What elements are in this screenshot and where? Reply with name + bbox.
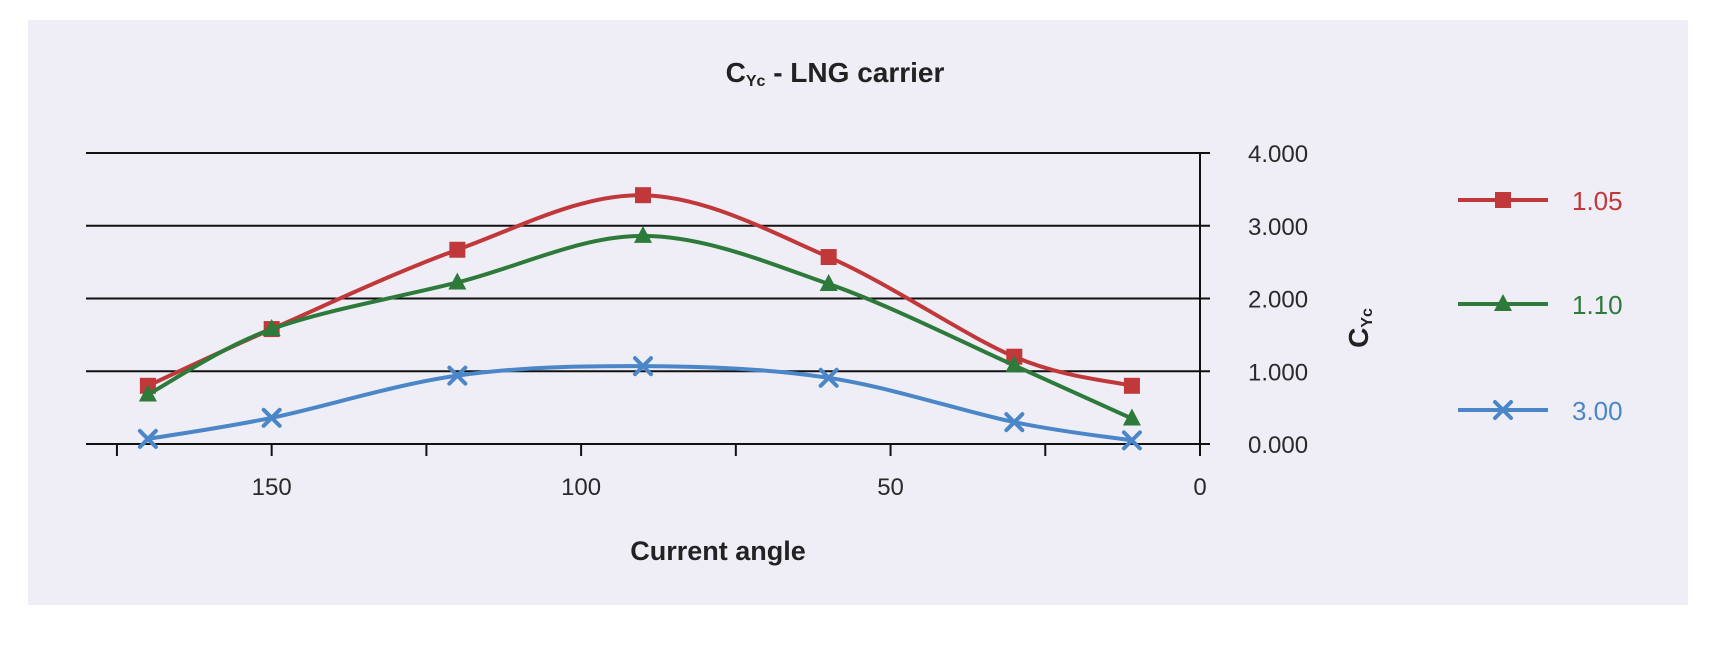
y-tick-label: 1.000 (1248, 359, 1308, 386)
y-tick-label: 3.000 (1248, 214, 1308, 241)
series-line (146, 233, 1133, 421)
x-tick-label: 0 (1193, 474, 1206, 501)
data-point (819, 273, 838, 291)
legend-entry: 1.05 (1458, 186, 1623, 216)
series-line (147, 364, 1133, 443)
x-axis-title: Current angle (630, 536, 806, 566)
data-point (818, 367, 839, 388)
data-point (137, 428, 158, 449)
y-tick-label: 4.000 (1248, 141, 1308, 168)
data-point (634, 225, 652, 243)
data-point (1121, 430, 1142, 451)
data-point (1122, 408, 1141, 426)
data-point (138, 384, 157, 402)
legend-marker (1493, 400, 1513, 420)
y-tick-label: 0.000 (1248, 432, 1308, 459)
legend-entry: 1.10 (1458, 290, 1623, 320)
chart-title: CYc - LNG carrier (726, 57, 945, 90)
data-point (820, 249, 837, 266)
series-group (137, 187, 1142, 451)
legend-marker (1494, 294, 1512, 311)
series-1.10 (138, 225, 1141, 426)
data-point (449, 241, 466, 258)
legend-label: 1.05 (1572, 186, 1623, 216)
axes (86, 152, 1210, 456)
y-axis-title: CYc (1343, 308, 1376, 348)
data-point (1005, 355, 1024, 373)
data-point (635, 187, 651, 204)
data-point (261, 407, 282, 428)
x-tick-label: 100 (561, 474, 601, 501)
series-3.00 (137, 356, 1142, 451)
y-tick-label: 2.000 (1248, 287, 1308, 314)
legend: 1.05 1.10 3.00 (1458, 186, 1623, 426)
tick-labels: 0.000 1.000 2.000 3.000 4.000 150 100 50 0 (252, 141, 1308, 501)
x-tick-label: 150 (252, 474, 292, 501)
legend-label: 1.10 (1572, 290, 1623, 320)
legend-label: 3.00 (1572, 396, 1623, 426)
data-point (1004, 412, 1025, 433)
data-point (1123, 377, 1140, 394)
data-point (447, 365, 468, 386)
x-tick-label: 50 (877, 474, 904, 501)
data-point (262, 319, 281, 337)
legend-marker (1495, 192, 1511, 208)
data-point (633, 356, 653, 377)
legend-entry: 3.00 (1458, 396, 1623, 426)
series-line (147, 193, 1133, 388)
data-point (448, 272, 467, 290)
